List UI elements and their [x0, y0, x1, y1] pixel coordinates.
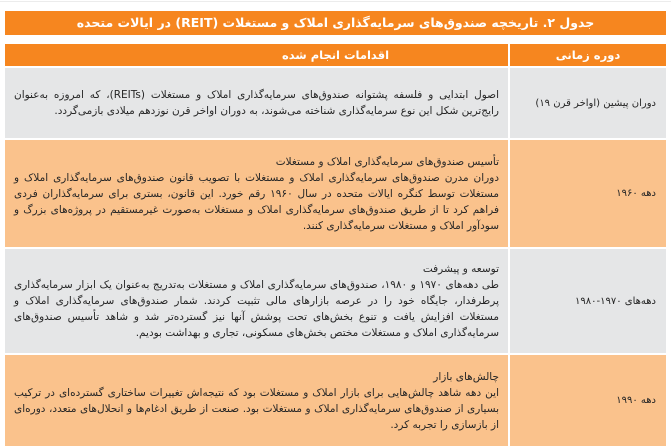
row-body-text: دوران مدرن صندوق‌های سرمایه‌گذاری املاک …: [14, 171, 499, 232]
table-row: دهه ۱۹۶۰ تأسیس صندوق‌های سرمایه‌گذاری ام…: [5, 140, 666, 247]
actions-cell: اصول ابتدایی و فلسفه پشتوانه صندوق‌های س…: [5, 68, 508, 138]
table-row: دوران پیشین (اواخر قرن ۱۹) اصول ابتدایی …: [5, 68, 666, 138]
table-row: دهه‌های ۱۹۷۰-۱۹۸۰ توسعه و پیشرفت طی دهه‌…: [5, 249, 666, 353]
row-body-text: این دهه شاهد چالش‌هایی برای بازار املاک …: [14, 386, 499, 431]
table-row: دهه ۱۹۹۰ چالش‌های بازار این دهه شاهد چال…: [5, 355, 666, 446]
period-cell: دوران پیشین (اواخر قرن ۱۹): [510, 68, 666, 138]
period-cell: دهه‌های ۱۹۷۰-۱۹۸۰: [510, 249, 666, 353]
table-header-row: دوره زمانی اقدامات انجام شده: [5, 44, 666, 66]
column-header-actions: اقدامات انجام شده: [5, 44, 508, 66]
reit-history-table: جدول ۲. تاریخچه صندوق‌های سرمایه‌گذاری ا…: [5, 11, 666, 447]
row-body-text: اصول ابتدایی و فلسفه پشتوانه صندوق‌های س…: [14, 89, 499, 117]
table-title: جدول ۲. تاریخچه صندوق‌های سرمایه‌گذاری ا…: [5, 11, 666, 35]
row-title-text: چالش‌های بازار: [433, 370, 499, 383]
row-title-text: توسعه و پیشرفت: [422, 263, 499, 275]
row-body-text: طی دهه‌های ۱۹۷۰ و ۱۹۸۰، صندوق‌های سرمایه…: [14, 279, 499, 339]
actions-cell: تأسیس صندوق‌های سرمایه‌گذاری املاک و مست…: [5, 140, 508, 247]
period-cell: دهه ۱۹۹۰: [510, 355, 666, 446]
column-header-period: دوره زمانی: [510, 44, 666, 66]
page-top-divider: [0, 1, 671, 2]
actions-cell: چالش‌های بازار این دهه شاهد چالش‌هایی بر…: [5, 355, 508, 446]
actions-cell: توسعه و پیشرفت طی دهه‌های ۱۹۷۰ و ۱۹۸۰، ص…: [5, 249, 508, 353]
period-cell: دهه ۱۹۶۰: [510, 140, 666, 247]
row-title-text: تأسیس صندوق‌های سرمایه‌گذاری املاک و مست…: [275, 155, 499, 168]
